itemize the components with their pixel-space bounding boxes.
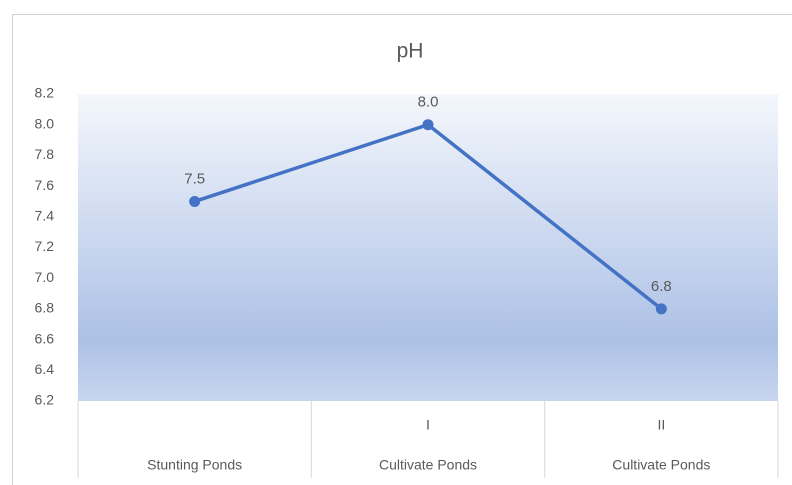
y-tick-label: 6.2 <box>35 392 55 408</box>
data-label: 8.0 <box>418 94 439 111</box>
y-tick-label: 7.4 <box>35 208 55 224</box>
y-tick-label: 6.8 <box>35 300 55 316</box>
x-group-label: Cultivate Ponds <box>379 457 477 473</box>
data-point <box>422 119 434 131</box>
y-tick-label: 7.6 <box>35 177 55 193</box>
y-tick-label: 6.6 <box>35 330 55 346</box>
x-tick-label: II <box>657 417 665 433</box>
y-tick-label: 6.4 <box>35 361 55 377</box>
x-tick-label: I <box>426 417 430 433</box>
data-point <box>655 303 667 315</box>
y-tick-label: 7.8 <box>35 146 55 162</box>
x-group-label: Cultivate Ponds <box>612 457 710 473</box>
y-tick-label: 8.2 <box>35 85 55 101</box>
x-group-label: Stunting Ponds <box>147 457 242 473</box>
y-tick-label: 7.2 <box>35 238 55 254</box>
y-tick-label: 7.0 <box>35 269 55 285</box>
data-point <box>189 195 201 207</box>
data-label: 6.8 <box>651 278 672 295</box>
y-tick-label: 8.0 <box>35 115 55 131</box>
plot-area <box>78 94 778 401</box>
chart-title: pH <box>397 40 424 63</box>
data-label: 7.5 <box>184 170 205 187</box>
